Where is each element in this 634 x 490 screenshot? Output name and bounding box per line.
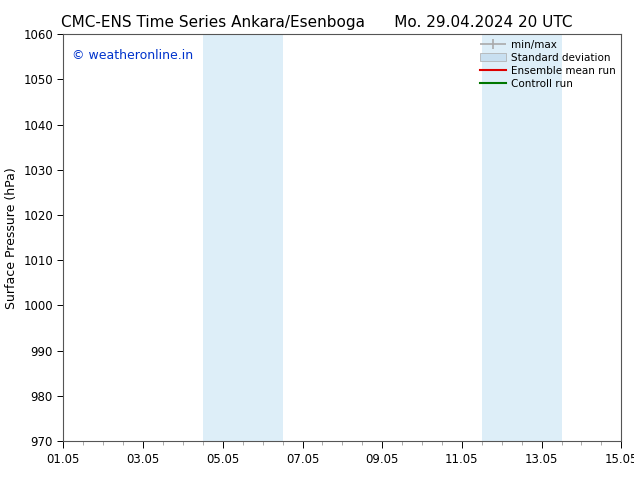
Bar <box>223 34 283 441</box>
Text: CMC-ENS Time Series Ankara/Esenboga      Mo. 29.04.2024 20 UTC: CMC-ENS Time Series Ankara/Esenboga Mo. … <box>61 15 573 30</box>
Legend: min/max, Standard deviation, Ensemble mean run, Controll run: min/max, Standard deviation, Ensemble me… <box>480 40 616 89</box>
Bar <box>203 34 223 441</box>
Text: © weatheronline.in: © weatheronline.in <box>72 49 193 62</box>
Bar <box>482 34 501 441</box>
Bar <box>501 34 562 441</box>
Y-axis label: Surface Pressure (hPa): Surface Pressure (hPa) <box>4 167 18 309</box>
